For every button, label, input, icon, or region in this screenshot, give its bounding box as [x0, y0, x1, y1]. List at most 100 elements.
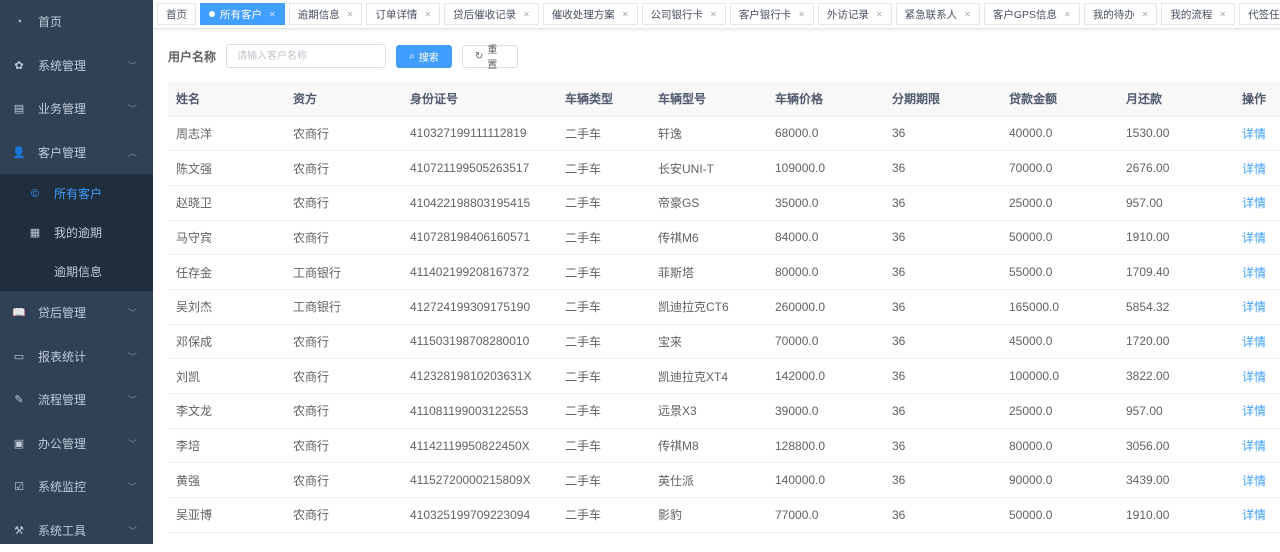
username-input[interactable]: [226, 44, 386, 68]
action-cell: 详情: [1234, 185, 1280, 220]
detail-link[interactable]: 详情: [1242, 404, 1266, 418]
sidebar-item-items_after-4[interactable]: ☑系统监控﹀: [0, 465, 153, 509]
tab-12[interactable]: 我的流程✕: [1161, 3, 1235, 25]
sidebar-item-items_after-3[interactable]: ▣办公管理﹀: [0, 422, 153, 466]
table-cell: 5854.32: [1118, 289, 1234, 324]
sidebar: ◔首页✿系统管理﹀▤业务管理﹀👤客户管理︿©所有客户▦我的逾期逾期信息📖贷后管理…: [0, 0, 153, 544]
tab-11[interactable]: 我的待办✕: [1084, 3, 1158, 25]
detail-link[interactable]: 详情: [1242, 370, 1266, 384]
username-label: 用户名称: [168, 48, 216, 65]
chevron-down-icon: ﹀: [128, 59, 137, 72]
sidebar-item-sub_items-2[interactable]: 逾期信息: [0, 252, 153, 291]
tab-10[interactable]: 客户GPS信息✕: [984, 3, 1080, 25]
table-cell: 36: [884, 220, 1001, 255]
close-icon[interactable]: ✕: [798, 10, 805, 19]
customer-submenu: ©所有客户▦我的逾期逾期信息: [0, 174, 153, 291]
sidebar-item-items-1[interactable]: ✿系统管理﹀: [0, 44, 153, 88]
column-header: 贷款金额: [1001, 82, 1118, 116]
tab-1[interactable]: 所有客户✕: [200, 3, 285, 25]
table-cell: 1530.00: [1118, 116, 1234, 151]
close-icon[interactable]: ✕: [964, 10, 971, 19]
close-icon[interactable]: ✕: [1219, 10, 1226, 19]
table-cell: 84000.0: [767, 220, 884, 255]
tool-icon: ⚒: [12, 524, 26, 537]
table-cell: 黄强: [168, 463, 285, 498]
table-cell: 1720.00: [1118, 324, 1234, 359]
detail-link[interactable]: 详情: [1242, 162, 1266, 176]
tab-bar: 首页所有客户✕逾期信息✕订单详情✕贷后催收记录✕催收处理方案✕公司银行卡✕客户银…: [153, 0, 1280, 29]
table-cell: 957.00: [1118, 185, 1234, 220]
sidebar-item-items_after-1[interactable]: ▭报表统计﹀: [0, 335, 153, 379]
table-cell: 36: [884, 498, 1001, 533]
sidebar-item-items_after-5[interactable]: ⚒系统工具﹀: [0, 509, 153, 552]
table-cell: 70000.0: [1001, 151, 1118, 186]
search-button[interactable]: ⌕搜索: [396, 45, 452, 68]
sidebar-item-items_after-2[interactable]: ✎流程管理﹀: [0, 378, 153, 422]
sidebar-item-items_after-0[interactable]: 📖贷后管理﹀: [0, 291, 153, 335]
monitor-check-icon: ☑: [12, 480, 26, 493]
close-icon[interactable]: ✕: [424, 10, 431, 19]
tab-5[interactable]: 催收处理方案✕: [543, 3, 638, 25]
table-cell: 128800.0: [767, 428, 884, 463]
table-cell: 100000.0: [1001, 359, 1118, 394]
sidebar-item-items-2[interactable]: ▤业务管理﹀: [0, 87, 153, 131]
detail-link[interactable]: 详情: [1242, 508, 1266, 522]
close-icon[interactable]: ✕: [1142, 10, 1149, 19]
detail-link[interactable]: 详情: [1242, 231, 1266, 245]
table-cell: 马守宾: [168, 220, 285, 255]
table-cell: 90000.0: [1001, 463, 1118, 498]
tab-0[interactable]: 首页: [157, 3, 196, 25]
table-cell: 411402199208167372: [402, 255, 557, 290]
column-header: 资方: [285, 82, 402, 116]
tab-6[interactable]: 公司银行卡✕: [642, 3, 726, 25]
close-icon[interactable]: ✕: [269, 10, 276, 19]
active-dot-icon: [209, 11, 215, 17]
close-icon[interactable]: ✕: [347, 10, 354, 19]
detail-link[interactable]: 详情: [1242, 127, 1266, 141]
tab-2[interactable]: 逾期信息✕: [289, 3, 363, 25]
close-icon[interactable]: ✕: [622, 10, 629, 19]
table-cell: 36: [884, 151, 1001, 186]
sidebar-item-sub_items-1[interactable]: ▦我的逾期: [0, 213, 153, 252]
tab-4[interactable]: 贷后催收记录✕: [444, 3, 539, 25]
tab-3[interactable]: 订单详情✕: [366, 3, 440, 25]
sidebar-item-items-3[interactable]: 👤客户管理︿: [0, 131, 153, 175]
table-cell: 二手车: [557, 289, 650, 324]
close-icon[interactable]: ✕: [876, 10, 883, 19]
server-icon: ▦: [28, 226, 42, 239]
table-cell: 李培: [168, 428, 285, 463]
close-icon[interactable]: ✕: [1064, 10, 1071, 19]
detail-link[interactable]: 详情: [1242, 196, 1266, 210]
tab-8[interactable]: 外访记录✕: [818, 3, 892, 25]
detail-link[interactable]: 详情: [1242, 439, 1266, 453]
detail-link[interactable]: 详情: [1242, 266, 1266, 280]
sidebar-item-items-0[interactable]: ◔首页: [0, 0, 153, 44]
table-cell: 农商行: [285, 324, 402, 359]
close-icon[interactable]: ✕: [523, 10, 530, 19]
table-cell: 农商行: [285, 394, 402, 429]
detail-link[interactable]: 详情: [1242, 335, 1266, 349]
table-cell: 40000.0: [1001, 116, 1118, 151]
tab-9[interactable]: 紧急联系人✕: [896, 3, 980, 25]
action-cell: 详情: [1234, 394, 1280, 429]
sidebar-item-sub_items-0[interactable]: ©所有客户: [0, 174, 153, 213]
dashboard-icon: ◔: [12, 16, 26, 28]
detail-link[interactable]: 详情: [1242, 300, 1266, 314]
table-cell: 菲斯塔: [650, 255, 767, 290]
table-cell: 农商行: [285, 116, 402, 151]
table-cell: 109000.0: [767, 151, 884, 186]
chevron-down-icon: ﹀: [128, 102, 137, 115]
table-cell: 吴刘杰: [168, 289, 285, 324]
table-cell: 45000.0: [1001, 324, 1118, 359]
tab-13[interactable]: 代签任务✕: [1239, 3, 1280, 25]
reset-button[interactable]: ↻重置: [462, 45, 518, 68]
table-cell: 36: [884, 359, 1001, 394]
gear-icon: ✿: [12, 59, 26, 72]
table-cell: 70000.0: [767, 324, 884, 359]
close-icon[interactable]: ✕: [710, 10, 717, 19]
table-cell: 凯迪拉克CT6: [650, 289, 767, 324]
tab-7[interactable]: 客户银行卡✕: [730, 3, 814, 25]
action-cell: 详情: [1234, 324, 1280, 359]
detail-link[interactable]: 详情: [1242, 474, 1266, 488]
